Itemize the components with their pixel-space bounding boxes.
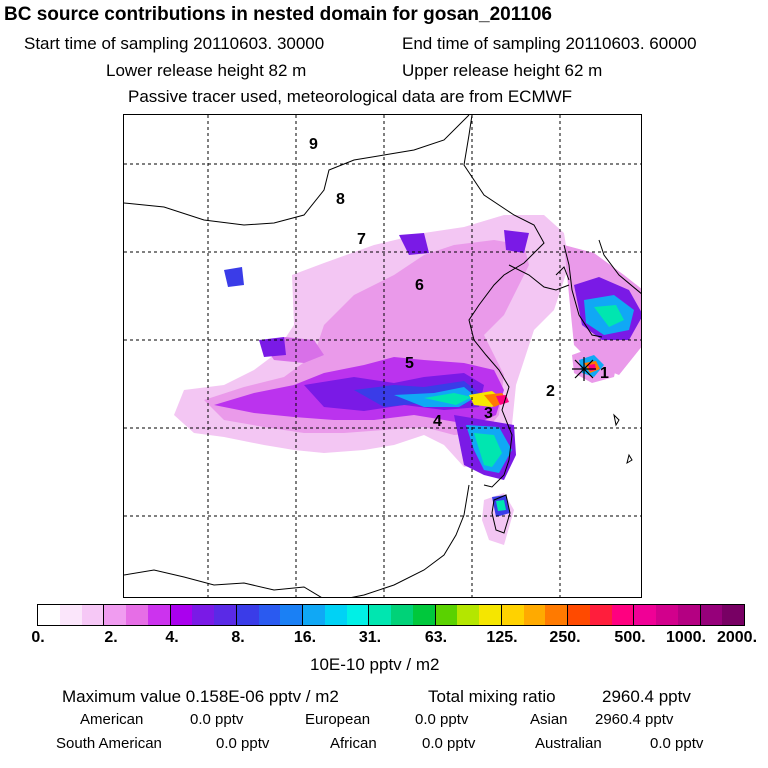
colorbar-segment bbox=[59, 605, 82, 625]
colorbar-segment bbox=[170, 605, 193, 625]
colorbar bbox=[37, 604, 745, 626]
region-name-european: European bbox=[305, 711, 371, 728]
region-value-asian: 2960.4 pptv bbox=[595, 711, 674, 728]
region-label-1: 1 bbox=[600, 365, 609, 382]
colorbar-segment bbox=[38, 605, 60, 625]
region-label-5: 5 bbox=[405, 355, 414, 372]
colorbar-segment bbox=[126, 605, 148, 625]
colorbar-segment bbox=[258, 605, 281, 625]
coastlines bbox=[124, 115, 641, 597]
colorbar-segment bbox=[589, 605, 612, 625]
end-time-label: End time of sampling 20110603. 60000 bbox=[402, 34, 697, 53]
upper-release-label: Upper release height 62 m bbox=[402, 61, 603, 80]
colorbar-segment bbox=[523, 605, 546, 625]
colorbar-tick: 63. bbox=[424, 629, 448, 646]
colorbar-segment bbox=[391, 605, 413, 625]
lower-release-label: Lower release height 82 m bbox=[106, 61, 307, 80]
region-value-south-american: 0.0 pptv bbox=[216, 735, 270, 752]
map-canvas bbox=[124, 115, 641, 597]
colorbar-segment bbox=[369, 605, 391, 625]
colorbar-segment bbox=[457, 605, 479, 625]
colorbar-segment bbox=[104, 605, 126, 625]
colorbar-segment bbox=[568, 605, 590, 625]
colorbar-segment bbox=[147, 605, 171, 625]
region-label-8: 8 bbox=[336, 191, 345, 208]
region-value-european: 0.0 pptv bbox=[415, 711, 469, 728]
start-time-label: Start time of sampling 20110603. 30000 bbox=[24, 34, 325, 53]
region-label-7: 7 bbox=[357, 231, 366, 248]
colorbar-segment bbox=[501, 605, 524, 625]
region-value-australian: 0.0 pptv bbox=[650, 735, 704, 752]
colorbar-segment bbox=[656, 605, 678, 625]
region-name-australian: Australian bbox=[535, 735, 602, 752]
region-value-american: 0.0 pptv bbox=[190, 711, 244, 728]
colorbar-segment bbox=[412, 605, 436, 625]
colorbar-segment bbox=[303, 605, 325, 625]
colorbar-segment bbox=[545, 605, 568, 625]
lat-lon-grid bbox=[124, 115, 641, 597]
colorbar-tick: 125. bbox=[486, 629, 518, 646]
region-name-american: American bbox=[80, 711, 144, 728]
colorbar-tick: 4. bbox=[165, 629, 179, 646]
max-value-label: Maximum value 0.158E-06 pptv / m2 bbox=[62, 687, 339, 706]
colorbar-segment bbox=[700, 605, 723, 625]
colorbar-segment bbox=[346, 605, 370, 625]
region-value-african: 0.0 pptv bbox=[422, 735, 476, 752]
tracer-note: Passive tracer used, meteorological data… bbox=[128, 87, 573, 106]
region-name-south-american: South American bbox=[56, 735, 162, 752]
total-mixing-label: Total mixing ratio bbox=[428, 687, 556, 706]
region-label-4: 4 bbox=[433, 413, 442, 430]
region-name-african: African bbox=[330, 735, 377, 752]
total-mixing-value: 2960.4 pptv bbox=[602, 687, 691, 706]
region-label-2: 2 bbox=[546, 383, 555, 400]
colorbar-segment bbox=[677, 605, 701, 625]
receptor-star-icon bbox=[572, 357, 596, 381]
colorbar-segment bbox=[479, 605, 502, 625]
colorbar-segment bbox=[192, 605, 214, 625]
colorbar-segment bbox=[722, 605, 744, 625]
region-label-3: 3 bbox=[484, 405, 493, 422]
map-panel: 1 2 3 4 5 6 7 8 9 bbox=[123, 114, 642, 598]
colorbar-segment bbox=[280, 605, 303, 625]
colorbar-segment bbox=[214, 605, 237, 625]
colorbar-tick: 16. bbox=[293, 629, 317, 646]
colorbar-segment bbox=[81, 605, 105, 625]
colorbar-segment bbox=[324, 605, 347, 625]
colorbar-tick: 2. bbox=[104, 629, 118, 646]
region-label-6: 6 bbox=[415, 277, 424, 294]
colorbar-tick: 500. bbox=[614, 629, 646, 646]
colorbar-segment bbox=[435, 605, 458, 625]
colorbar-tick: 1000. bbox=[665, 629, 707, 646]
concentration-field bbox=[174, 215, 641, 545]
region-name-asian: Asian bbox=[530, 711, 568, 728]
plot-title: BC source contributions in nested domain… bbox=[4, 4, 552, 25]
colorbar-tick: 8. bbox=[231, 629, 245, 646]
colorbar-segment bbox=[236, 605, 259, 625]
colorbar-segment bbox=[611, 605, 635, 625]
colorbar-segment bbox=[634, 605, 656, 625]
colorbar-units: 10E-10 pptv / m2 bbox=[310, 655, 440, 674]
colorbar-tick: 0. bbox=[31, 629, 45, 646]
colorbar-tick: 2000. bbox=[716, 629, 758, 646]
region-label-9: 9 bbox=[309, 136, 318, 153]
colorbar-tick: 250. bbox=[549, 629, 581, 646]
colorbar-tick: 31. bbox=[358, 629, 382, 646]
